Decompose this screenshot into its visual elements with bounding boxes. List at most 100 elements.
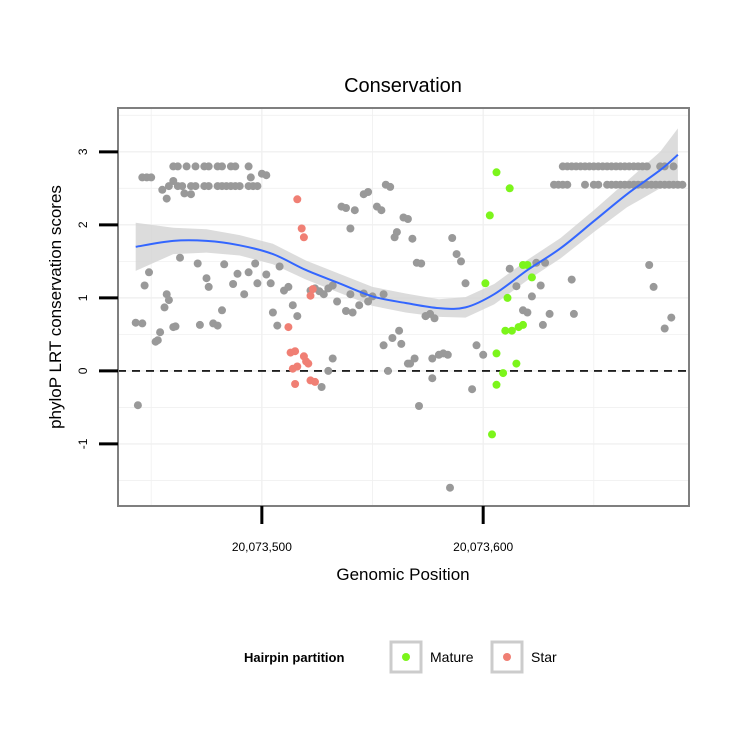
point-other — [169, 177, 178, 185]
point-other — [669, 162, 678, 171]
point-other — [173, 162, 182, 171]
point-other — [386, 182, 395, 191]
legend-title: Hairpin partition — [244, 650, 344, 665]
point-other — [229, 280, 238, 288]
point-star — [284, 323, 293, 332]
point-other — [253, 182, 262, 191]
point-other — [262, 270, 271, 279]
point-other — [147, 173, 156, 182]
point-mature — [507, 326, 516, 335]
point-star — [291, 347, 300, 356]
point-mature — [512, 359, 521, 368]
point-other — [328, 354, 337, 363]
point-other — [417, 259, 426, 268]
point-mature — [519, 320, 527, 329]
point-other — [204, 182, 213, 191]
point-other — [317, 383, 326, 391]
point-star — [293, 195, 302, 204]
point-other — [235, 182, 244, 191]
point-other — [182, 162, 191, 171]
point-other — [567, 275, 576, 284]
point-other — [288, 301, 297, 310]
point-star — [311, 377, 319, 386]
point-other — [379, 341, 388, 350]
point-other — [156, 328, 165, 337]
x-axis-title: Genomic Position — [336, 565, 469, 584]
point-other — [268, 308, 277, 317]
point-other — [403, 215, 412, 223]
point-other — [133, 401, 142, 410]
point-other — [377, 206, 386, 215]
point-other — [512, 282, 521, 291]
point-other — [262, 171, 271, 180]
point-mature — [492, 349, 501, 358]
point-mature — [499, 369, 508, 378]
legend-entry-mature: Mature — [389, 640, 474, 674]
series-mature — [481, 168, 536, 439]
point-other — [162, 194, 171, 203]
legend-label-mature: Mature — [430, 649, 474, 665]
point-other — [324, 366, 333, 375]
point-other — [384, 366, 392, 375]
point-other — [452, 250, 461, 259]
point-mature — [485, 211, 494, 220]
point-other — [187, 190, 195, 199]
point-other — [204, 162, 213, 171]
legend-entry-star: Star — [490, 640, 557, 674]
point-other — [218, 162, 226, 171]
point-other — [446, 483, 454, 492]
point-other — [527, 292, 536, 301]
point-other — [421, 312, 430, 321]
point-other — [342, 204, 350, 212]
point-star — [299, 352, 308, 361]
point-other — [240, 290, 249, 299]
point-mature — [503, 293, 512, 302]
point-other — [523, 308, 532, 317]
point-other — [667, 313, 676, 322]
x-tick-label: 20,073,600 — [453, 540, 513, 554]
legend: Hairpin partition Mature Star — [244, 640, 557, 674]
point-other — [468, 385, 477, 394]
point-other — [563, 180, 572, 189]
series-other — [131, 162, 687, 492]
point-other — [153, 336, 162, 345]
point-other — [275, 262, 284, 271]
point-other — [284, 282, 293, 291]
point-mature — [527, 273, 536, 282]
smooth-trend-line — [135, 153, 679, 310]
point-other — [131, 318, 140, 327]
point-other — [220, 260, 229, 269]
point-mature — [505, 184, 514, 193]
y-tick-label: 0 — [76, 367, 90, 374]
legend-key-mature — [389, 640, 423, 674]
point-other — [581, 180, 589, 189]
series-star — [284, 195, 319, 388]
point-other — [178, 182, 187, 191]
point-other — [350, 206, 359, 215]
point-other — [538, 320, 547, 329]
x-axis-ticks: 20,073,500 20,073,600 — [232, 506, 514, 554]
point-other — [443, 350, 452, 359]
point-other — [660, 324, 669, 333]
point-mature — [492, 168, 501, 177]
point-other — [253, 279, 262, 288]
smooth-confidence-band — [135, 128, 678, 318]
point-other — [346, 224, 355, 233]
point-other — [333, 297, 342, 306]
point-other — [266, 279, 275, 288]
point-other — [213, 321, 222, 330]
point-other — [293, 312, 302, 321]
point-other — [645, 261, 654, 269]
point-other — [355, 301, 364, 310]
point-mature — [481, 279, 490, 288]
point-mature — [488, 430, 496, 439]
point-other — [218, 306, 226, 315]
legend-star-point — [503, 653, 511, 661]
point-other — [406, 359, 415, 368]
point-other — [505, 264, 514, 273]
y-tick-label: 1 — [76, 294, 90, 301]
point-other — [392, 228, 401, 237]
point-other — [379, 290, 388, 299]
point-other — [364, 188, 373, 196]
y-tick-label: 3 — [76, 148, 90, 155]
